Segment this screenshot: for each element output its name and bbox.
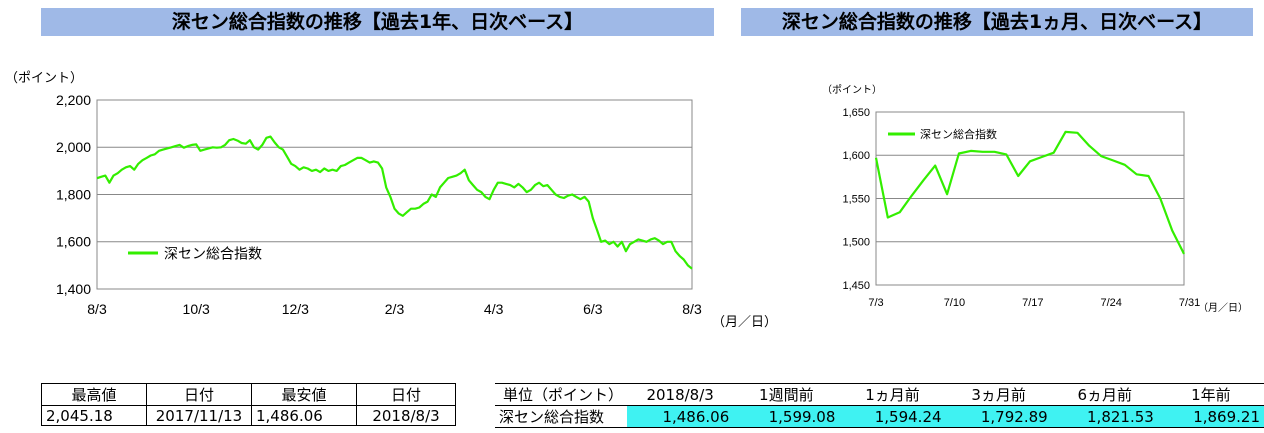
year-x-tick-label: 8/3	[87, 301, 107, 317]
summary-table: 最高値 日付 最安値 日付 2,045.18 2017/11/13 1,486.…	[41, 383, 456, 426]
changes-table: 単位（ポイント） 2018/8/3 1週間前 1ヵ月前 3ヵ月前 6ヵ月前 1年…	[495, 383, 1264, 428]
changes-header-cell: 6ヵ月前	[1051, 383, 1158, 406]
summary-value-cell: 2,045.18	[41, 405, 147, 426]
year-x-tick-label: 8/3	[682, 301, 702, 317]
month-x-tick-label: 7/31	[1179, 297, 1200, 309]
month-y-tick-label: 1,500	[842, 237, 870, 249]
changes-value-cell: 1,594.24	[839, 405, 946, 428]
changes-value-cell: 1,792.89	[945, 405, 1052, 428]
changes-header-cell: 3ヵ月前	[945, 383, 1052, 406]
month-y-tick-label: 1,550	[842, 193, 870, 205]
changes-header-cell: 1週間前	[733, 383, 840, 406]
changes-header-cell: 2018/8/3	[627, 383, 734, 406]
year-x-tick-label: 6/3	[583, 301, 603, 317]
year-y-tick-label: 1,800	[56, 186, 91, 202]
summary-header-cell: 最高値	[41, 383, 147, 406]
changes-row-label: 深セン総合指数	[495, 405, 628, 428]
chart-title-1year: 深セン総合指数の推移【過去1年、日次ベース】	[41, 8, 714, 36]
month-x-tick-label: 7/17	[1022, 297, 1043, 309]
month-x-unit-label: （月／日）	[1198, 302, 1248, 314]
month-y-tick-label: 1,450	[842, 280, 870, 292]
summary-value-cell: 1,486.06	[251, 405, 357, 426]
changes-header-cell: 1ヵ月前	[839, 383, 946, 406]
year-x-tick-label: 12/3	[282, 301, 309, 317]
changes-value-cell: 1,486.06	[627, 405, 734, 428]
month-series-line	[874, 130, 1185, 255]
year-x-tick-label: 10/3	[183, 301, 210, 317]
year-x-tick-label: 4/3	[484, 301, 504, 317]
charts-canvas: 1,400 1,600 1,800 2,000 2,200 8/3 10/3 12/3 2/3 4…	[5, 71, 1248, 330]
changes-header-cell: 1年前	[1157, 383, 1264, 406]
month-y-unit-label: （ポイント）	[822, 84, 882, 96]
year-y-tick-label: 2,000	[56, 139, 91, 155]
summary-value-cell: 2018/8/3	[356, 405, 456, 426]
year-y-tick-label: 1,600	[56, 234, 91, 250]
month-x-tick-label: 7/3	[868, 297, 883, 309]
summary-header-row: 最高値 日付 最安値 日付	[41, 383, 456, 406]
year-y-tick-label: 1,400	[56, 281, 91, 297]
changes-value-cell: 1,821.53	[1051, 405, 1158, 428]
changes-value-row: 深セン総合指数 1,486.06 1,599.08 1,594.24 1,792…	[495, 405, 1264, 428]
changes-header-row: 単位（ポイント） 2018/8/3 1週間前 1ヵ月前 3ヵ月前 6ヵ月前 1年…	[495, 383, 1264, 406]
changes-value-cell: 1,599.08	[733, 405, 840, 428]
changes-header-cell: 単位（ポイント）	[495, 383, 628, 406]
summary-header-cell: 日付	[146, 383, 252, 406]
summary-header-cell: 最安値	[251, 383, 357, 406]
month-y-tick-label: 1,650	[842, 107, 870, 119]
month-y-tick-label: 1,600	[842, 150, 870, 162]
month-legend-label: 深セン総合指数	[920, 127, 997, 141]
month-x-tick-label: 7/24	[1100, 297, 1121, 309]
month-x-tick-label: 7/10	[944, 297, 965, 309]
year-y-tick-label: 2,200	[56, 92, 91, 108]
changes-value-cell: 1,869.21	[1157, 405, 1264, 428]
summary-header-cell: 日付	[356, 383, 456, 406]
year-y-unit-label: （ポイント）	[5, 71, 83, 86]
year-series-line	[96, 135, 693, 270]
summary-value-cell: 2017/11/13	[146, 405, 252, 426]
year-x-unit-label: （月／日）	[712, 315, 777, 330]
year-x-tick-label: 2/3	[385, 301, 405, 317]
summary-value-row: 2,045.18 2017/11/13 1,486.06 2018/8/3	[41, 405, 456, 426]
year-legend-label: 深セン総合指数	[164, 246, 262, 262]
chart-title-1month: 深セン総合指数の推移【過去1ヵ月、日次ベース】	[741, 8, 1253, 36]
